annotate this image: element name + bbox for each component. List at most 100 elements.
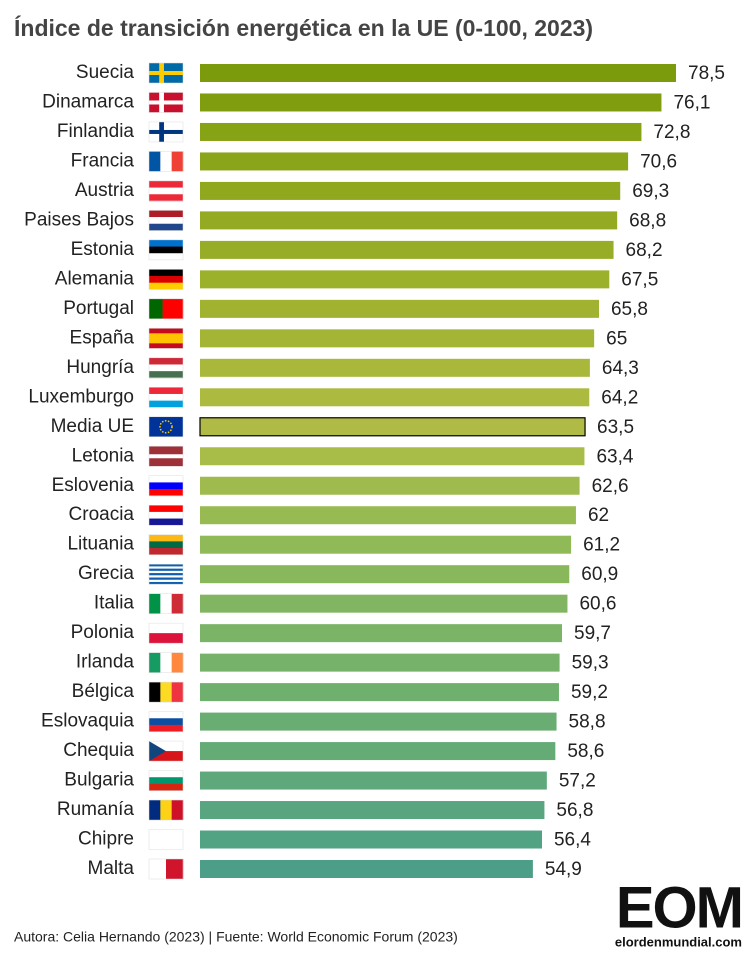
flag-part: [149, 570, 183, 574]
flag-part: [149, 298, 157, 319]
flag-part: [149, 454, 183, 459]
category-label: Bélgica: [72, 681, 135, 702]
flag-part: [149, 579, 183, 583]
value-label: 58,8: [569, 712, 606, 733]
flag-part: [149, 450, 183, 455]
value-label: 62,6: [592, 476, 629, 497]
flag-part: [149, 505, 183, 513]
flag-border: [148, 121, 184, 143]
flag-part: [149, 548, 183, 556]
flag-part: [149, 210, 183, 218]
flag-part: [160, 652, 172, 673]
flag-border: [148, 92, 184, 113]
category-label: Finlandia: [57, 121, 135, 142]
flag-part: [149, 800, 161, 821]
flag-part: [149, 364, 183, 372]
category-label: Portugal: [63, 298, 134, 319]
value-label: 72,8: [653, 122, 690, 143]
bar: [200, 535, 572, 554]
flag-part: [149, 328, 183, 334]
flag-part: [149, 829, 183, 850]
flag-border: [148, 858, 184, 880]
flag-border: [148, 504, 184, 526]
category-label: Polonia: [71, 622, 135, 643]
flag-part: [171, 593, 184, 614]
category-label: España: [70, 327, 135, 348]
bar: [200, 771, 547, 790]
flag-part: [149, 343, 183, 349]
value-label: 64,3: [602, 358, 639, 379]
logo-site: elordenmundial.com: [615, 934, 742, 949]
flag-part: [149, 770, 183, 778]
flag-part: [166, 859, 184, 879]
flag-part: [149, 682, 161, 703]
flag-part: [149, 371, 183, 379]
flag-border: [148, 534, 184, 555]
flag-part: [149, 71, 183, 75]
value-label: 54,9: [545, 859, 582, 880]
category-label: Estonia: [71, 239, 135, 260]
flag-part: [149, 151, 161, 172]
category-label: Dinamarca: [42, 91, 134, 112]
value-label: 63,4: [596, 446, 633, 467]
flag-part: [160, 682, 172, 703]
flag-part: [149, 100, 183, 105]
flag-border: [148, 151, 184, 172]
flag-part: [149, 475, 183, 483]
value-label: 61,2: [583, 535, 620, 556]
bar: [200, 122, 642, 141]
category-label: Italia: [94, 593, 135, 614]
flag-part: [149, 129, 183, 134]
flag-part: [149, 333, 183, 339]
flag-border: [148, 387, 184, 408]
category-label: Chequia: [63, 740, 134, 761]
bar: [200, 801, 545, 820]
flag-part: [176, 298, 184, 319]
value-label: 60,6: [579, 594, 616, 615]
flag-part: [149, 581, 183, 585]
flag-part: [149, 239, 183, 247]
bar: [200, 270, 610, 289]
bar: [199, 417, 586, 437]
flag-part: [160, 800, 172, 821]
flag-part: [149, 246, 183, 254]
value-label: 65,8: [611, 299, 648, 320]
flag-part: [159, 420, 173, 434]
flag-part: [149, 534, 183, 542]
flag-border: [148, 622, 184, 644]
flag-part: [149, 269, 183, 277]
flag-part: [149, 400, 183, 408]
bar: [200, 742, 556, 761]
category-label: Grecia: [78, 563, 134, 584]
flag-part: [149, 751, 183, 762]
flag-border: [148, 269, 184, 290]
flag-part: [171, 682, 184, 703]
category-label: Malta: [88, 858, 135, 879]
category-label: Rumanía: [57, 799, 135, 820]
flag-part: [149, 511, 183, 519]
bar: [200, 860, 533, 878]
flag-part: [149, 518, 183, 526]
logo: EOM: [616, 875, 742, 940]
category-label: Lituania: [67, 534, 134, 555]
flag-part: [149, 217, 183, 225]
flag-part: [149, 633, 183, 644]
bar: [200, 93, 662, 112]
flag-border: [148, 239, 184, 261]
bar: [200, 447, 585, 466]
flag-part: [149, 393, 183, 401]
flag-part: [149, 541, 183, 549]
bar: [200, 594, 568, 613]
flag-part: [149, 180, 183, 188]
bar: [200, 152, 629, 171]
flag-part: [149, 276, 183, 284]
category-label: Luxemburgo: [28, 386, 134, 407]
flag-border: [148, 799, 184, 821]
flag-part: [149, 564, 183, 567]
value-label: 68,8: [629, 210, 666, 231]
flag-border: [148, 416, 184, 438]
flag-border: [148, 180, 184, 202]
flag-part: [160, 593, 172, 614]
flag-part: [171, 151, 184, 172]
